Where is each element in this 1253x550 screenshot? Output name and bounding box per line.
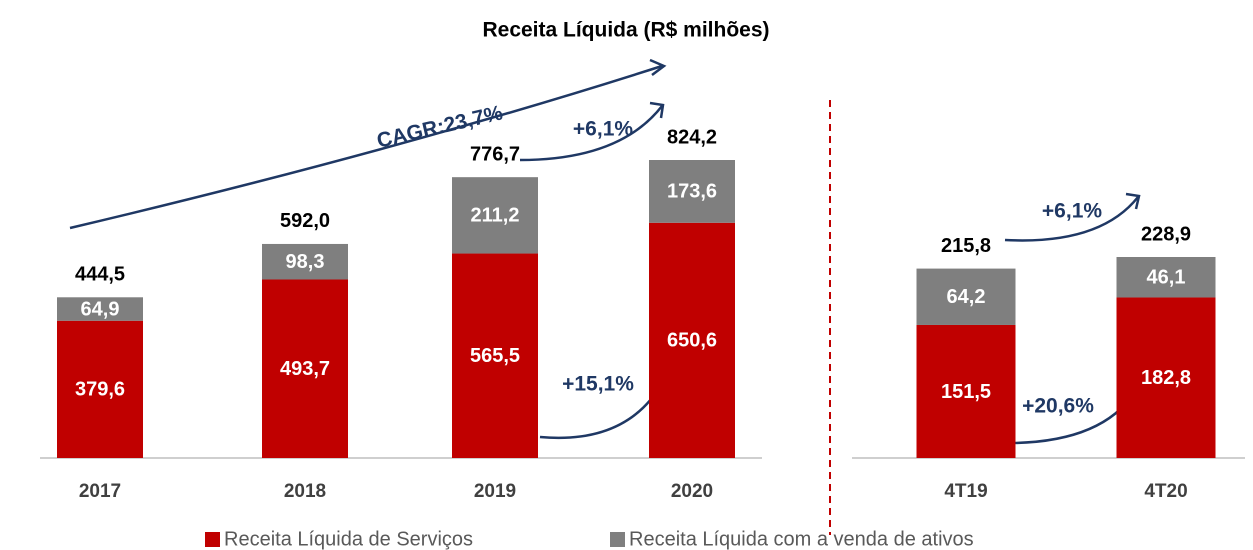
arrow [69,64,663,230]
x-tick-label: 4T20 [1144,481,1187,502]
data-label: 46,1 [1147,267,1186,289]
annotation: +15,1% [562,373,634,396]
total-label: 824,2 [667,126,717,148]
bar-segment [57,297,143,321]
data-label: 211,2 [471,205,520,227]
arrow-head [1125,192,1141,210]
bar-segment [262,243,348,280]
x-tick-label: 2020 [671,481,713,502]
arrow-head [649,101,665,119]
bar-segment [1116,297,1216,458]
total-label: 444,5 [75,264,125,286]
data-label: 98,3 [286,251,325,273]
bar-segment [452,177,538,254]
legend-label: Receita Líquida de Serviços [224,528,473,550]
legend-label: Receita Líquida com a venda de ativos [629,528,974,550]
bar-segment [262,279,348,458]
x-tick-label: 4T19 [944,481,987,502]
x-tick-label: 2018 [284,481,326,502]
total-label: 228,9 [1141,223,1191,245]
bar-segment [452,253,538,458]
bar-segment [57,320,143,458]
bar-segment [649,160,735,223]
data-label: 379,6 [75,379,125,401]
annotation: +6,1% [573,118,633,141]
chart-title: Receita Líquida (R$ milhões) [482,19,769,42]
bar-segment [1116,257,1216,298]
data-label: 173,6 [667,181,717,203]
annotation: +20,6% [1022,395,1094,418]
bar-segment [649,222,735,458]
x-tick-label: 2017 [79,481,121,502]
data-label: 650,6 [667,330,717,352]
arrow [1004,196,1139,242]
total-label: 776,7 [470,143,520,165]
legend-swatch [610,532,625,547]
data-label: 493,7 [280,358,330,380]
x-tick-label: 2019 [474,481,516,502]
total-label: 592,0 [280,210,330,232]
bar-segment [916,268,1016,325]
data-label: 64,2 [947,286,986,308]
data-label: 565,5 [470,345,520,367]
arrow-head [649,58,667,76]
data-label: 151,5 [941,381,991,403]
total-label: 215,8 [941,235,991,257]
arrow [519,105,663,162]
annotation: +6,1% [1042,200,1102,223]
legend-swatch [205,532,220,547]
data-label: 182,8 [1141,367,1191,389]
data-label: 64,9 [81,298,120,320]
bar-segment [916,324,1016,458]
